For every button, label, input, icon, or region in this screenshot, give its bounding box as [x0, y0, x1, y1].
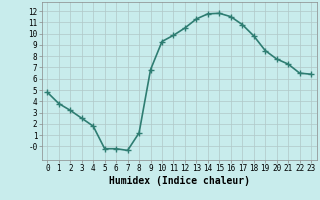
X-axis label: Humidex (Indice chaleur): Humidex (Indice chaleur)	[109, 176, 250, 186]
